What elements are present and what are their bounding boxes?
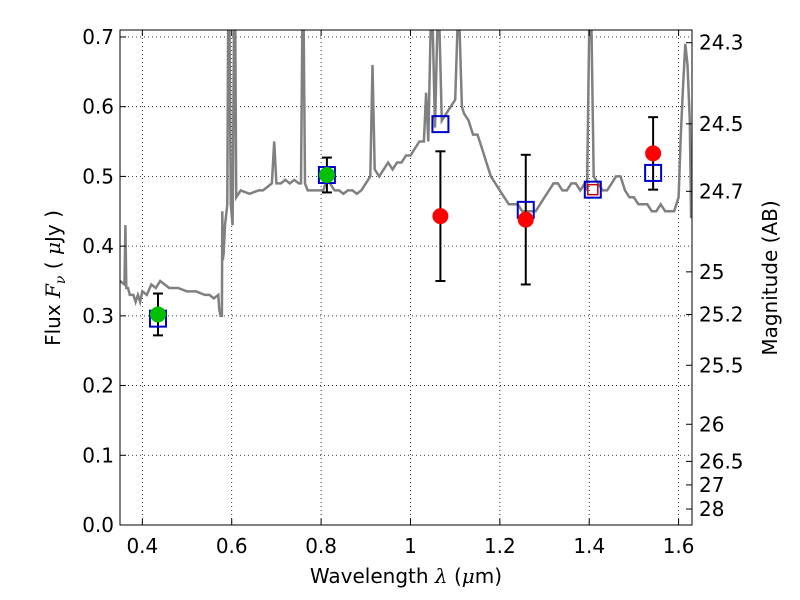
measured-point xyxy=(318,167,335,184)
y-tick-label: 0.2 xyxy=(82,374,114,398)
magnitude-tick-label: 25 xyxy=(699,260,724,284)
model-box-highlight xyxy=(587,183,599,196)
measured-point xyxy=(432,208,449,225)
y-tick-label: 0.7 xyxy=(82,25,114,49)
y-axis-label: Flux Fν ( μJy ) xyxy=(41,210,70,346)
magnitude-tick-label: 25.5 xyxy=(699,353,744,377)
magnitude-tick-label: 26.5 xyxy=(699,449,744,473)
measured-point xyxy=(517,211,534,228)
x-tick-label: 1.4 xyxy=(573,534,605,558)
model-box xyxy=(644,163,663,182)
y-tick-label: 0.5 xyxy=(82,164,114,188)
magnitude-tick-label: 27 xyxy=(699,473,724,497)
magnitude-tick-label: 24.3 xyxy=(699,31,744,55)
x-axis-ticks: 0.4 0.6 0.8 1 1.2 1.4 1.6 xyxy=(126,30,695,558)
magnitude-axis-label: Magnitude (AB) xyxy=(758,200,782,355)
plot-area xyxy=(120,30,692,337)
magnitude-tick-label: 28 xyxy=(699,497,724,521)
y-tick-label: 0.3 xyxy=(82,304,114,328)
x-tick-label: 0.4 xyxy=(126,534,158,558)
y-axis-ticks: 0.0 0.1 0.2 0.3 0.4 0.5 0.6 0.7 xyxy=(82,25,126,537)
y-tick-label: 0.0 xyxy=(82,513,114,537)
x-tick-label: 1.2 xyxy=(484,534,516,558)
magnitude-tick-label: 26 xyxy=(699,412,724,436)
model-spectrum-line xyxy=(120,30,692,318)
measured-points xyxy=(149,145,662,323)
measured-point xyxy=(645,145,662,162)
magnitude-tick-label: 24.5 xyxy=(699,112,744,136)
plot-frame xyxy=(119,29,693,526)
y-tick-label: 0.1 xyxy=(82,443,114,467)
x-tick-label: 1 xyxy=(404,534,417,558)
x-tick-label: 0.6 xyxy=(216,534,248,558)
y-tick-label: 0.4 xyxy=(82,234,114,258)
x-tick-label: 1.6 xyxy=(663,534,695,558)
model-box xyxy=(583,180,602,199)
magnitude-tick-label: 24.7 xyxy=(699,179,744,203)
x-tick-label: 0.8 xyxy=(305,534,337,558)
magnitude-tick-label: 25.2 xyxy=(699,302,744,326)
x-axis-label: Wavelength λ (μm) xyxy=(310,564,502,588)
model-box xyxy=(431,115,450,134)
measured-point xyxy=(149,306,166,323)
y-tick-label: 0.6 xyxy=(82,95,114,119)
